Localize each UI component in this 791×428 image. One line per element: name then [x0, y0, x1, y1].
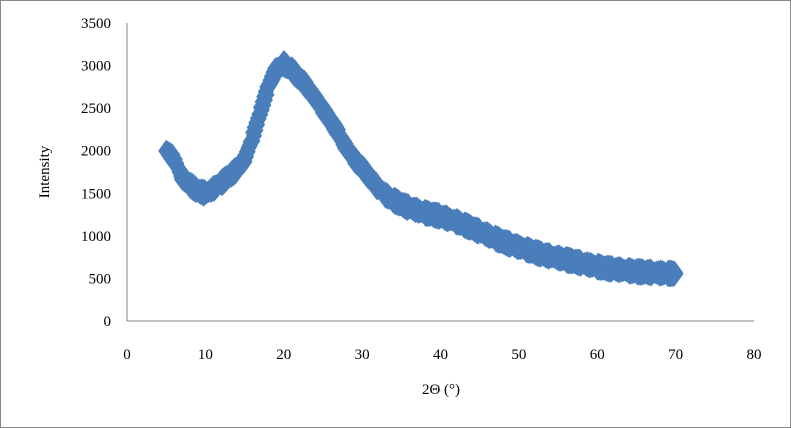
x-tick-label: 10 — [198, 347, 213, 363]
y-tick-label: 0 — [104, 314, 112, 330]
x-tick-label: 30 — [355, 347, 370, 363]
y-tick-labels: 0 500 1000 1500 2000 2500 3000 3500 — [81, 16, 111, 330]
data-series — [158, 49, 684, 288]
x-tick-label: 50 — [511, 347, 526, 363]
x-tick-label: 80 — [747, 347, 762, 363]
x-axis-label: 2Θ (°) — [422, 382, 460, 398]
y-tick-label: 2000 — [81, 144, 111, 160]
x-tick-labels: 0 10 20 30 40 50 60 70 80 — [123, 347, 761, 363]
y-tick-label: 3000 — [81, 59, 111, 75]
y-tick-label: 1000 — [81, 229, 111, 245]
y-tick-label: 3500 — [81, 16, 111, 32]
x-tick-label: 40 — [433, 347, 448, 363]
y-tick-label: 2500 — [81, 101, 111, 117]
x-tick-label: 0 — [123, 347, 131, 363]
x-tick-label: 70 — [668, 347, 683, 363]
y-axis-label: Intensity — [37, 145, 53, 198]
data-point — [667, 262, 684, 285]
x-tick-label: 60 — [590, 347, 605, 363]
x-tick-label: 20 — [276, 347, 291, 363]
y-tick-label: 500 — [89, 271, 112, 287]
y-tick-label: 1500 — [81, 186, 111, 202]
